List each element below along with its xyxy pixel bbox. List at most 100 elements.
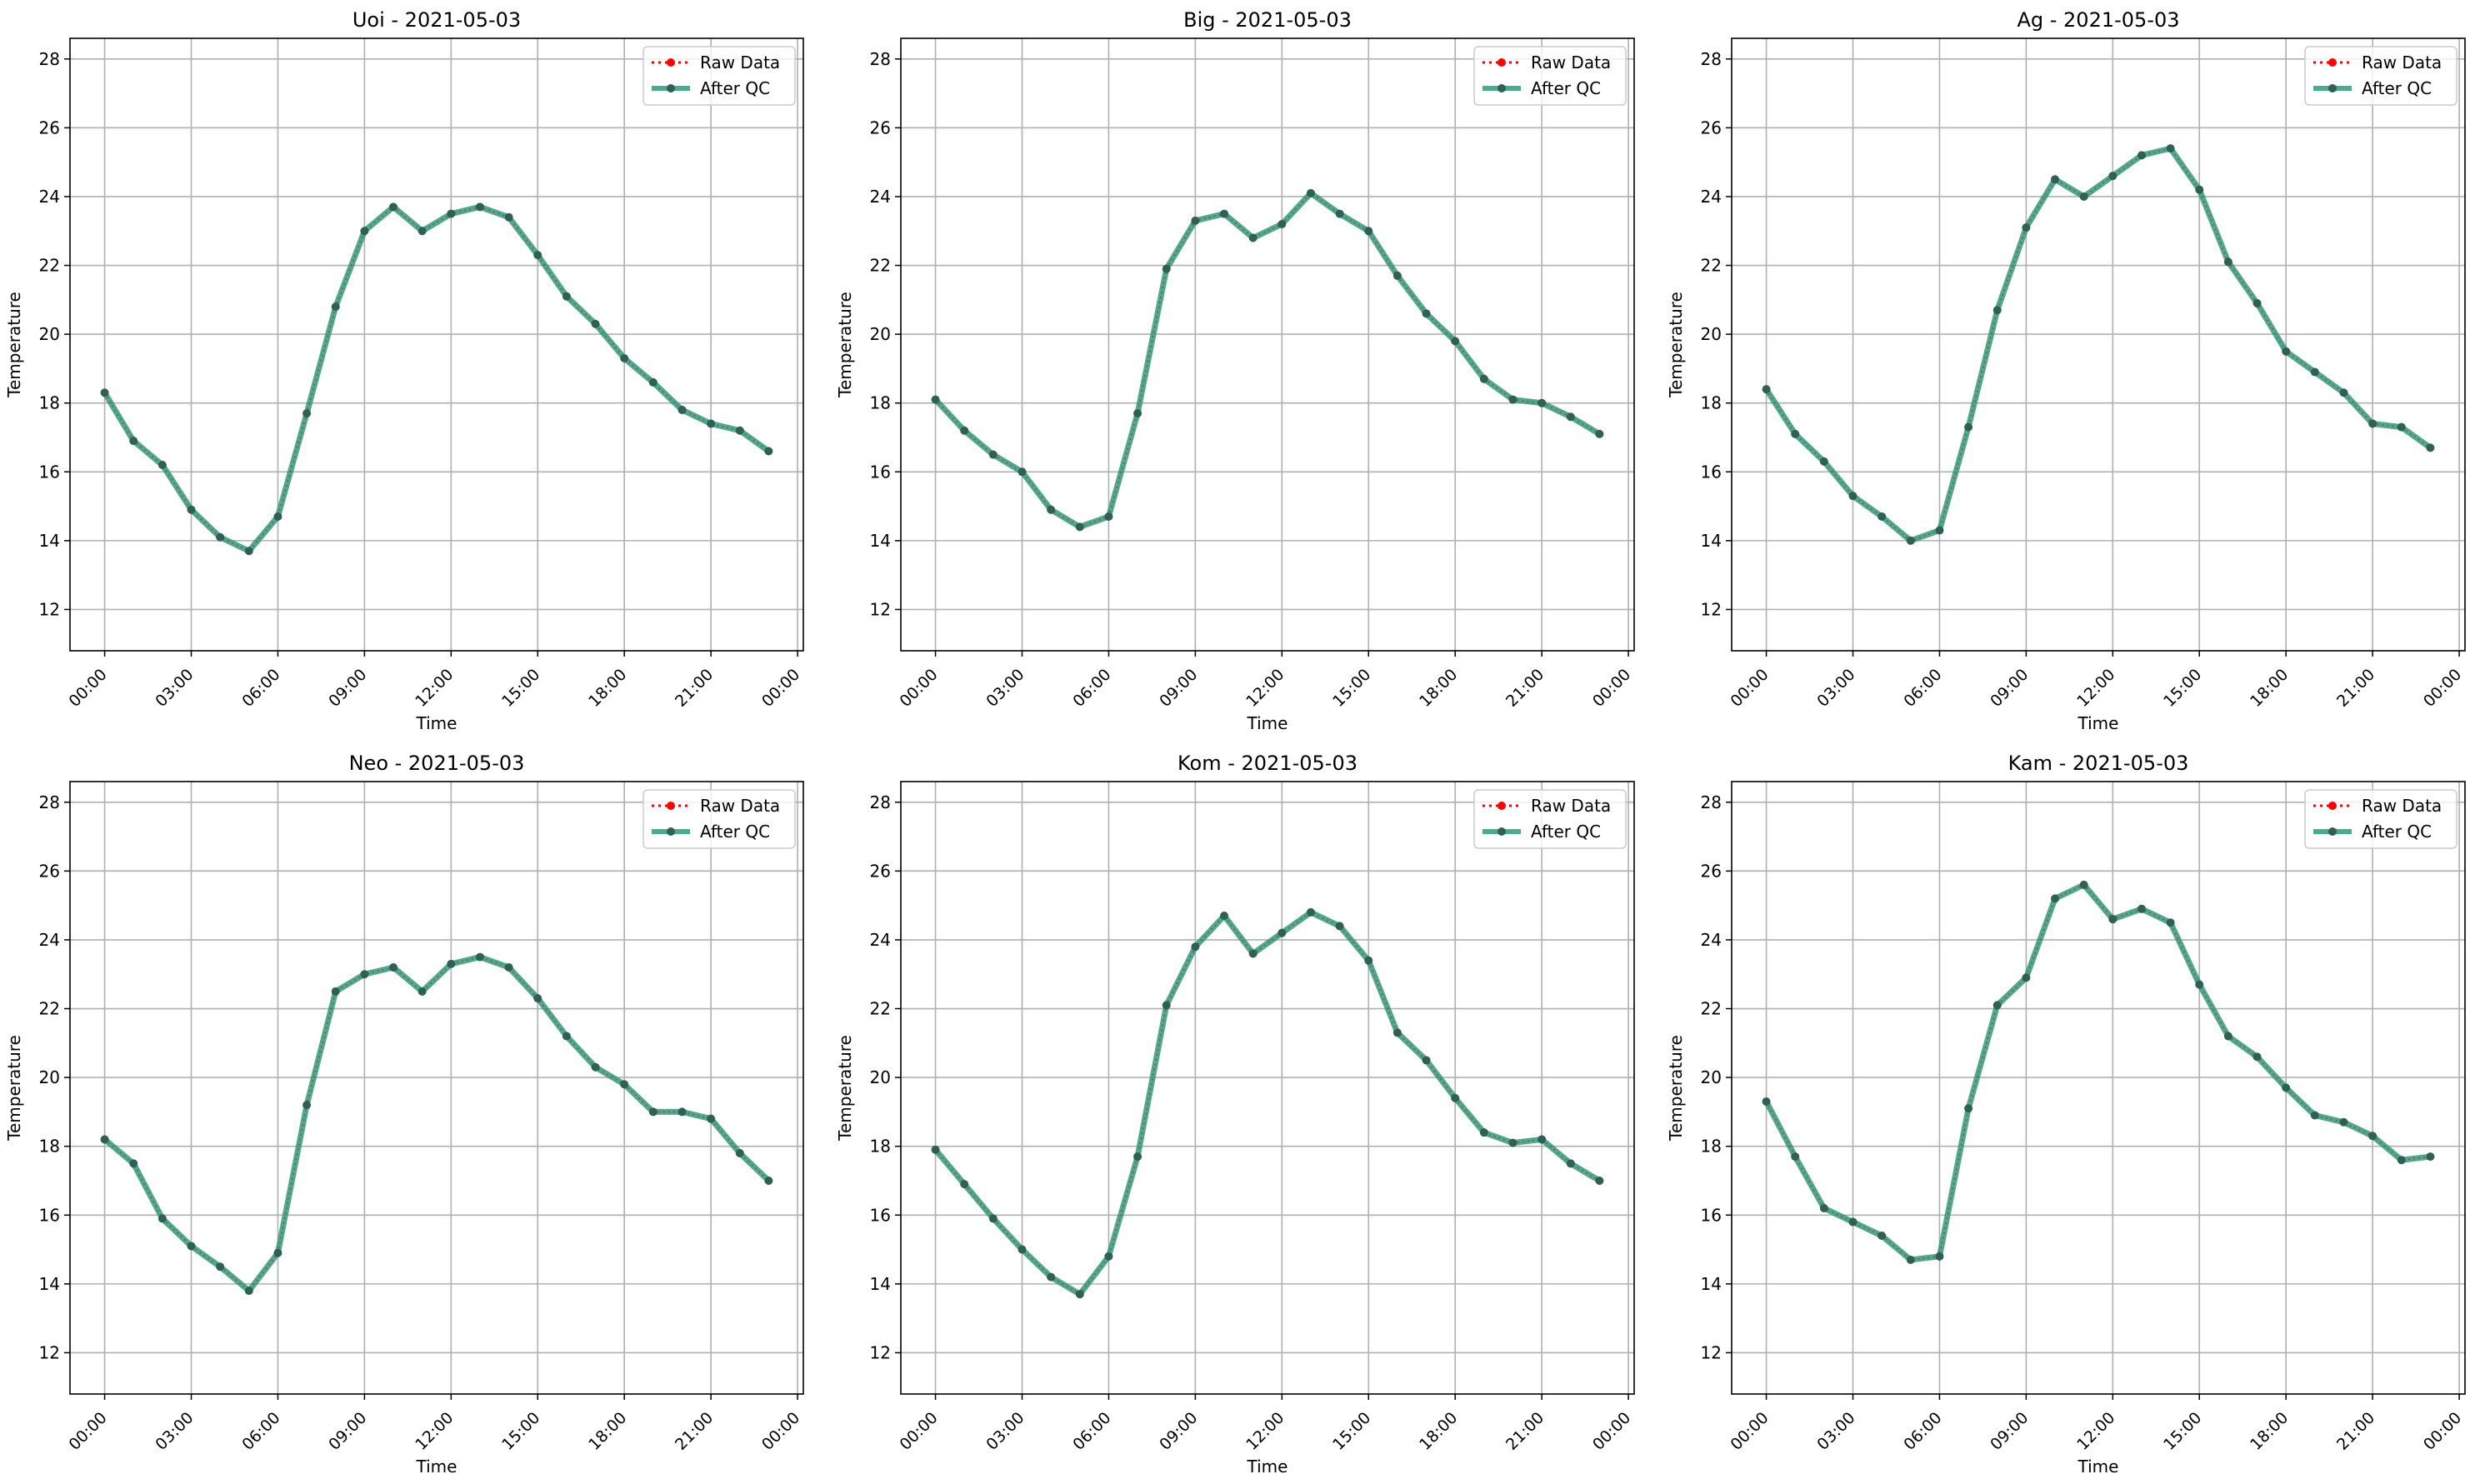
y-tick-label: 18 bbox=[39, 393, 60, 413]
data-point bbox=[2051, 175, 2060, 184]
plot-frame bbox=[1731, 37, 2466, 652]
data-point bbox=[158, 461, 167, 470]
data-point bbox=[1819, 457, 1828, 466]
y-tick-label: 14 bbox=[39, 1274, 60, 1294]
y-tick-label: 28 bbox=[1701, 792, 1722, 812]
data-point bbox=[2368, 1132, 2378, 1141]
chart-title: Uoi - 2021-05-03 bbox=[352, 8, 521, 32]
data-point bbox=[1479, 374, 1488, 383]
legend-qc-label: After QC bbox=[2362, 78, 2432, 98]
x-tick-label: 00:00 bbox=[758, 666, 803, 711]
chart-title: Kam - 2021-05-03 bbox=[2008, 752, 2189, 775]
x-tick-label: 21:00 bbox=[1502, 1409, 1548, 1454]
data-point bbox=[2310, 367, 2319, 377]
data-point bbox=[1992, 1001, 2002, 1010]
x-tick-label: 21:00 bbox=[1502, 666, 1548, 711]
data-point bbox=[244, 1287, 253, 1296]
y-tick-label: 12 bbox=[39, 1342, 60, 1362]
data-point bbox=[360, 227, 369, 236]
x-tick-label: 15:00 bbox=[498, 1409, 543, 1454]
data-point bbox=[1075, 522, 1084, 532]
x-tick-label: 15:00 bbox=[2160, 1409, 2205, 1454]
data-point bbox=[2022, 973, 2031, 982]
data-point bbox=[273, 1248, 282, 1257]
x-tick-label: 09:00 bbox=[1156, 1409, 1201, 1454]
legend-raw-label: Raw Data bbox=[700, 796, 780, 816]
data-point bbox=[1762, 1097, 1771, 1107]
y-tick-label: 26 bbox=[1701, 861, 1722, 881]
data-point bbox=[1392, 1028, 1402, 1037]
data-point bbox=[100, 388, 109, 397]
legend-raw-marker bbox=[667, 802, 675, 810]
data-point bbox=[2282, 347, 2291, 356]
chart-title: Neo - 2021-05-03 bbox=[349, 752, 525, 775]
x-tick-label: 00:00 bbox=[65, 1409, 110, 1454]
x-tick-label: 00:00 bbox=[896, 666, 941, 711]
data-point bbox=[1538, 398, 1547, 407]
data-point bbox=[1964, 1104, 1973, 1113]
data-point bbox=[1595, 1176, 1604, 1185]
data-point bbox=[960, 1180, 969, 1189]
x-tick-label: 12:00 bbox=[1242, 1409, 1288, 1454]
data-point bbox=[2166, 144, 2175, 153]
chart-title: Ag - 2021-05-03 bbox=[2017, 8, 2179, 32]
x-tick-label: 00:00 bbox=[1589, 666, 1634, 711]
x-axis-label: Time bbox=[416, 1457, 458, 1477]
legend-qc-marker bbox=[1498, 827, 1506, 836]
plot-frame bbox=[69, 37, 804, 652]
series-raw-data-line bbox=[103, 956, 770, 1292]
data-point bbox=[2397, 1156, 2406, 1165]
y-tick-label: 16 bbox=[39, 462, 60, 482]
x-tick-label: 18:00 bbox=[2247, 666, 2292, 711]
y-tick-label: 24 bbox=[870, 187, 891, 207]
y-tick-label: 22 bbox=[870, 256, 891, 276]
x-tick-label: 03:00 bbox=[1813, 666, 1858, 711]
data-point bbox=[447, 209, 456, 218]
y-tick-label: 18 bbox=[39, 1137, 60, 1157]
data-point bbox=[1819, 1204, 1828, 1213]
data-point bbox=[2022, 223, 2031, 232]
series-after-qc-line bbox=[102, 954, 772, 1294]
chart-panel-5: 00:00 03:00 06:00 09:00 12:00 15:00 18:00 21:00… bbox=[1666, 752, 2466, 1477]
y-tick-label: 16 bbox=[1701, 462, 1722, 482]
data-point bbox=[1906, 536, 1915, 545]
chart-panel-3: 00:00 03:00 06:00 09:00 12:00 15:00 18:00 21:00… bbox=[4, 752, 804, 1477]
data-point bbox=[1848, 1217, 1858, 1227]
x-axis-label: Time bbox=[2078, 713, 2119, 733]
y-tick-label: 12 bbox=[39, 599, 60, 619]
legend-raw-marker bbox=[1498, 802, 1506, 810]
x-tick-label: 03:00 bbox=[982, 666, 1028, 711]
legend-qc-label: After QC bbox=[700, 822, 770, 842]
y-tick-label: 26 bbox=[1701, 117, 1722, 137]
legend: Raw Data After QC bbox=[642, 789, 796, 849]
x-tick-label: 00:00 bbox=[2420, 1409, 2465, 1454]
data-point bbox=[1191, 216, 1200, 225]
data-point bbox=[1878, 1232, 1887, 1241]
x-axis-label: Time bbox=[1247, 713, 1288, 733]
data-point bbox=[1992, 306, 2002, 315]
data-point bbox=[2282, 1083, 2291, 1092]
y-tick-label: 14 bbox=[870, 531, 891, 551]
y-tick-label: 22 bbox=[870, 999, 891, 1019]
data-point bbox=[100, 1135, 109, 1144]
y-tick-label: 14 bbox=[39, 531, 60, 551]
x-tick-label: 09:00 bbox=[1156, 666, 1201, 711]
data-point bbox=[2397, 422, 2406, 432]
legend-raw-label: Raw Data bbox=[1531, 796, 1611, 816]
data-point bbox=[764, 447, 773, 456]
data-point bbox=[1306, 188, 1315, 197]
legend: Raw Data After QC bbox=[1473, 789, 1627, 849]
y-tick-label: 20 bbox=[1701, 324, 1722, 344]
data-point bbox=[1104, 1252, 1113, 1261]
series-raw-data-line bbox=[103, 206, 770, 552]
legend: Raw Data After QC bbox=[642, 46, 796, 106]
data-point bbox=[620, 1080, 629, 1089]
y-axis-label: Temperature bbox=[4, 292, 24, 398]
data-point bbox=[1479, 1128, 1488, 1137]
y-tick-label: 16 bbox=[870, 1205, 891, 1225]
data-point bbox=[2195, 185, 2204, 194]
data-point bbox=[707, 1114, 716, 1123]
data-point bbox=[1566, 1159, 1575, 1168]
y-tick-label: 24 bbox=[870, 930, 891, 950]
